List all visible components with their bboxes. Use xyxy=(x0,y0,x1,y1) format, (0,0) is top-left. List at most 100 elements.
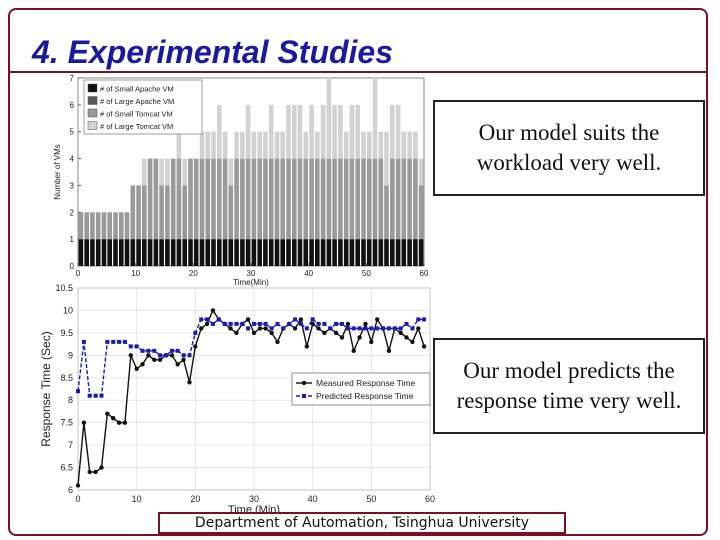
bar-s2-43 xyxy=(326,158,332,240)
point-s1-4 xyxy=(99,393,104,398)
bar-s3-25 xyxy=(222,131,228,159)
x-tick-label-3: 30 xyxy=(249,494,259,504)
point-s1-34 xyxy=(275,321,280,326)
y-tick-label-6: 9 xyxy=(68,350,73,360)
point-s0-6 xyxy=(111,416,116,421)
point-s1-42 xyxy=(322,321,327,326)
point-s1-17 xyxy=(175,348,180,353)
bar-s2-4 xyxy=(101,212,107,240)
point-s1-48 xyxy=(357,326,362,331)
x-tick-label-5: 50 xyxy=(362,269,371,278)
response-time-callout: Our model predicts the response time ver… xyxy=(433,338,705,434)
bar-s2-50 xyxy=(366,158,372,240)
bar-s2-36 xyxy=(286,158,291,240)
bar-s2-24 xyxy=(217,158,222,240)
bar-s2-23 xyxy=(211,158,216,240)
x-tick-label-4: 40 xyxy=(308,494,318,504)
point-s0-55 xyxy=(398,330,403,336)
bar-s2-2 xyxy=(90,212,95,240)
bar-s2-52 xyxy=(378,158,384,240)
bar-s0-50 xyxy=(366,239,372,266)
legend: # of Small Apache VM # of Large Apache VM… xyxy=(83,79,203,135)
point-s0-26 xyxy=(228,326,233,331)
bar-s0-26 xyxy=(228,239,234,266)
bar-s3-22 xyxy=(205,131,211,159)
point-s1-23 xyxy=(210,321,215,326)
x-tick-label-5: 50 xyxy=(366,494,376,504)
point-s0-57 xyxy=(410,339,415,345)
bar-s2-57 xyxy=(407,158,412,240)
bar-s2-38 xyxy=(297,158,303,240)
bar-s2-9 xyxy=(130,185,136,240)
bar-s3-39 xyxy=(303,131,309,159)
bar-s0-37 xyxy=(292,239,297,266)
point-s0-29 xyxy=(245,317,251,322)
bar-s0-46 xyxy=(343,239,349,266)
point-s0-56 xyxy=(404,335,409,340)
bar-s0-2 xyxy=(90,239,95,266)
point-s1-44 xyxy=(334,321,339,326)
bar-s3-57 xyxy=(407,131,412,159)
bar-s3-53 xyxy=(384,131,389,186)
bar-s2-6 xyxy=(113,212,118,240)
y-tick-label-7: 7 xyxy=(70,74,75,83)
bar-s0-1 xyxy=(84,239,89,266)
point-s1-2 xyxy=(87,393,92,398)
bar-s2-0 xyxy=(78,212,84,240)
point-s1-53 xyxy=(386,326,391,331)
bar-s2-55 xyxy=(395,158,401,240)
point-s0-40 xyxy=(310,321,315,327)
bar-s2-26 xyxy=(228,185,234,240)
bar-s3-29 xyxy=(245,104,251,159)
y-tick-label-3: 7.5 xyxy=(60,418,73,428)
point-s0-27 xyxy=(234,330,239,336)
point-s0-42 xyxy=(322,330,327,336)
point-s1-6 xyxy=(111,339,116,344)
bar-s2-40 xyxy=(309,158,314,240)
bar-s2-7 xyxy=(119,212,124,240)
bar-s0-38 xyxy=(297,239,303,266)
point-s1-28 xyxy=(240,321,245,326)
bar-s2-22 xyxy=(205,158,211,240)
bar-s0-42 xyxy=(320,239,326,266)
bar-s2-13 xyxy=(153,158,159,240)
y-axis-label: Response Time (Sec) xyxy=(39,331,53,446)
x-tick-label-4: 40 xyxy=(304,269,313,278)
point-s1-19 xyxy=(187,353,192,358)
y-tick-label-2: 7 xyxy=(68,440,73,450)
bar-s0-47 xyxy=(349,239,355,266)
y-tick-label-4: 4 xyxy=(70,155,75,164)
slide-frame xyxy=(8,8,708,536)
bar-s3-38 xyxy=(297,104,303,159)
point-s0-7 xyxy=(116,420,122,425)
point-s0-30 xyxy=(251,330,257,336)
point-s0-47 xyxy=(351,348,356,353)
x-tick-label-1: 10 xyxy=(132,494,142,504)
y-tick-label-2: 2 xyxy=(70,208,75,217)
point-s1-11 xyxy=(140,348,145,353)
point-s1-43 xyxy=(328,326,333,331)
bar-s0-59 xyxy=(418,239,424,266)
bar-s3-50 xyxy=(366,131,372,159)
point-s1-56 xyxy=(404,321,409,326)
bar-s0-24 xyxy=(217,239,222,266)
bar-s3-15 xyxy=(165,158,170,186)
point-s1-51 xyxy=(375,326,380,331)
point-s0-3 xyxy=(93,469,98,475)
point-s1-0 xyxy=(76,389,80,394)
legend-swatch-3 xyxy=(87,121,98,130)
bar-s2-58 xyxy=(413,158,418,240)
point-s0-21 xyxy=(199,326,204,331)
point-s0-34 xyxy=(275,339,280,345)
bar-s0-27 xyxy=(234,239,239,266)
x-tick-label-0: 0 xyxy=(76,269,81,278)
bar-s0-57 xyxy=(407,239,412,266)
bar-s0-36 xyxy=(286,239,291,266)
point-s1-35 xyxy=(281,326,286,331)
point-s0-17 xyxy=(175,362,180,367)
point-s0-9 xyxy=(128,353,133,358)
bar-s0-44 xyxy=(332,239,337,266)
bar-s2-34 xyxy=(274,158,280,240)
bar-s2-39 xyxy=(303,158,309,240)
x-tick-label-3: 30 xyxy=(247,269,256,278)
